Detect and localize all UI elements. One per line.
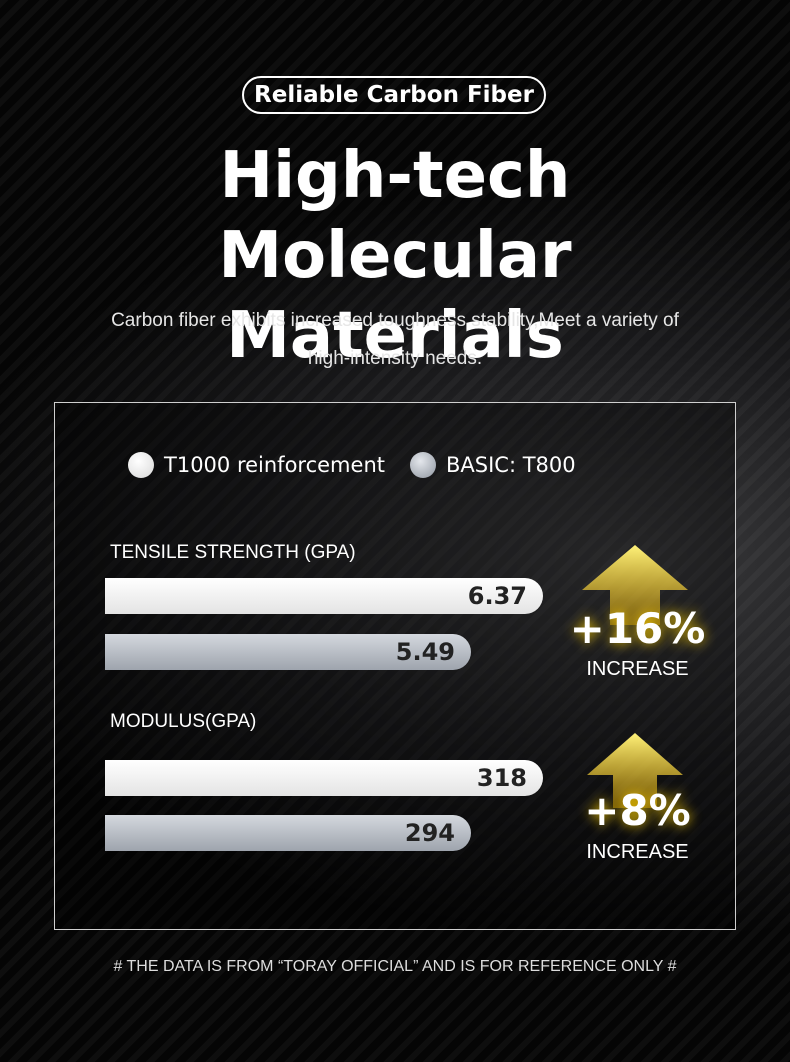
change: +16%: [569, 604, 706, 653]
change: +8%: [584, 786, 691, 835]
legend-item: BASIC: T800: [410, 450, 576, 480]
metric-label: TENSILE STRENGTH (GPA): [110, 542, 356, 563]
badge: Reliable Carbon Fiber: [242, 76, 546, 114]
arrow-icon: [582, 545, 688, 625]
description: Carbon fiber exhibits increased toughnes…: [111, 310, 679, 369]
arrow-icon: [587, 733, 683, 808]
legend-text: T1000 reinforcement: [164, 453, 385, 477]
legend-dot: [128, 452, 154, 478]
change-label: INCREASE: [586, 658, 689, 680]
change-label: INCREASE: [586, 841, 689, 863]
title: High-tech Molecular Materials: [218, 139, 572, 373]
legend-text: BASIC: T800: [446, 453, 576, 477]
arrow: [582, 545, 688, 625]
legend-item: T1000 reinforcement: [128, 450, 385, 480]
legend-dot: [410, 452, 436, 478]
arrow: [587, 733, 683, 808]
footnote: # THE DATA IS FROM “TORAY OFFICIAL” AND …: [113, 958, 677, 975]
value-bar: 318: [105, 760, 543, 796]
value-bar: 5.49: [105, 634, 471, 670]
value-bar: 294: [105, 815, 471, 851]
metric-label: MODULUS(GPA): [110, 711, 257, 732]
value-bar: 6.37: [105, 578, 543, 614]
